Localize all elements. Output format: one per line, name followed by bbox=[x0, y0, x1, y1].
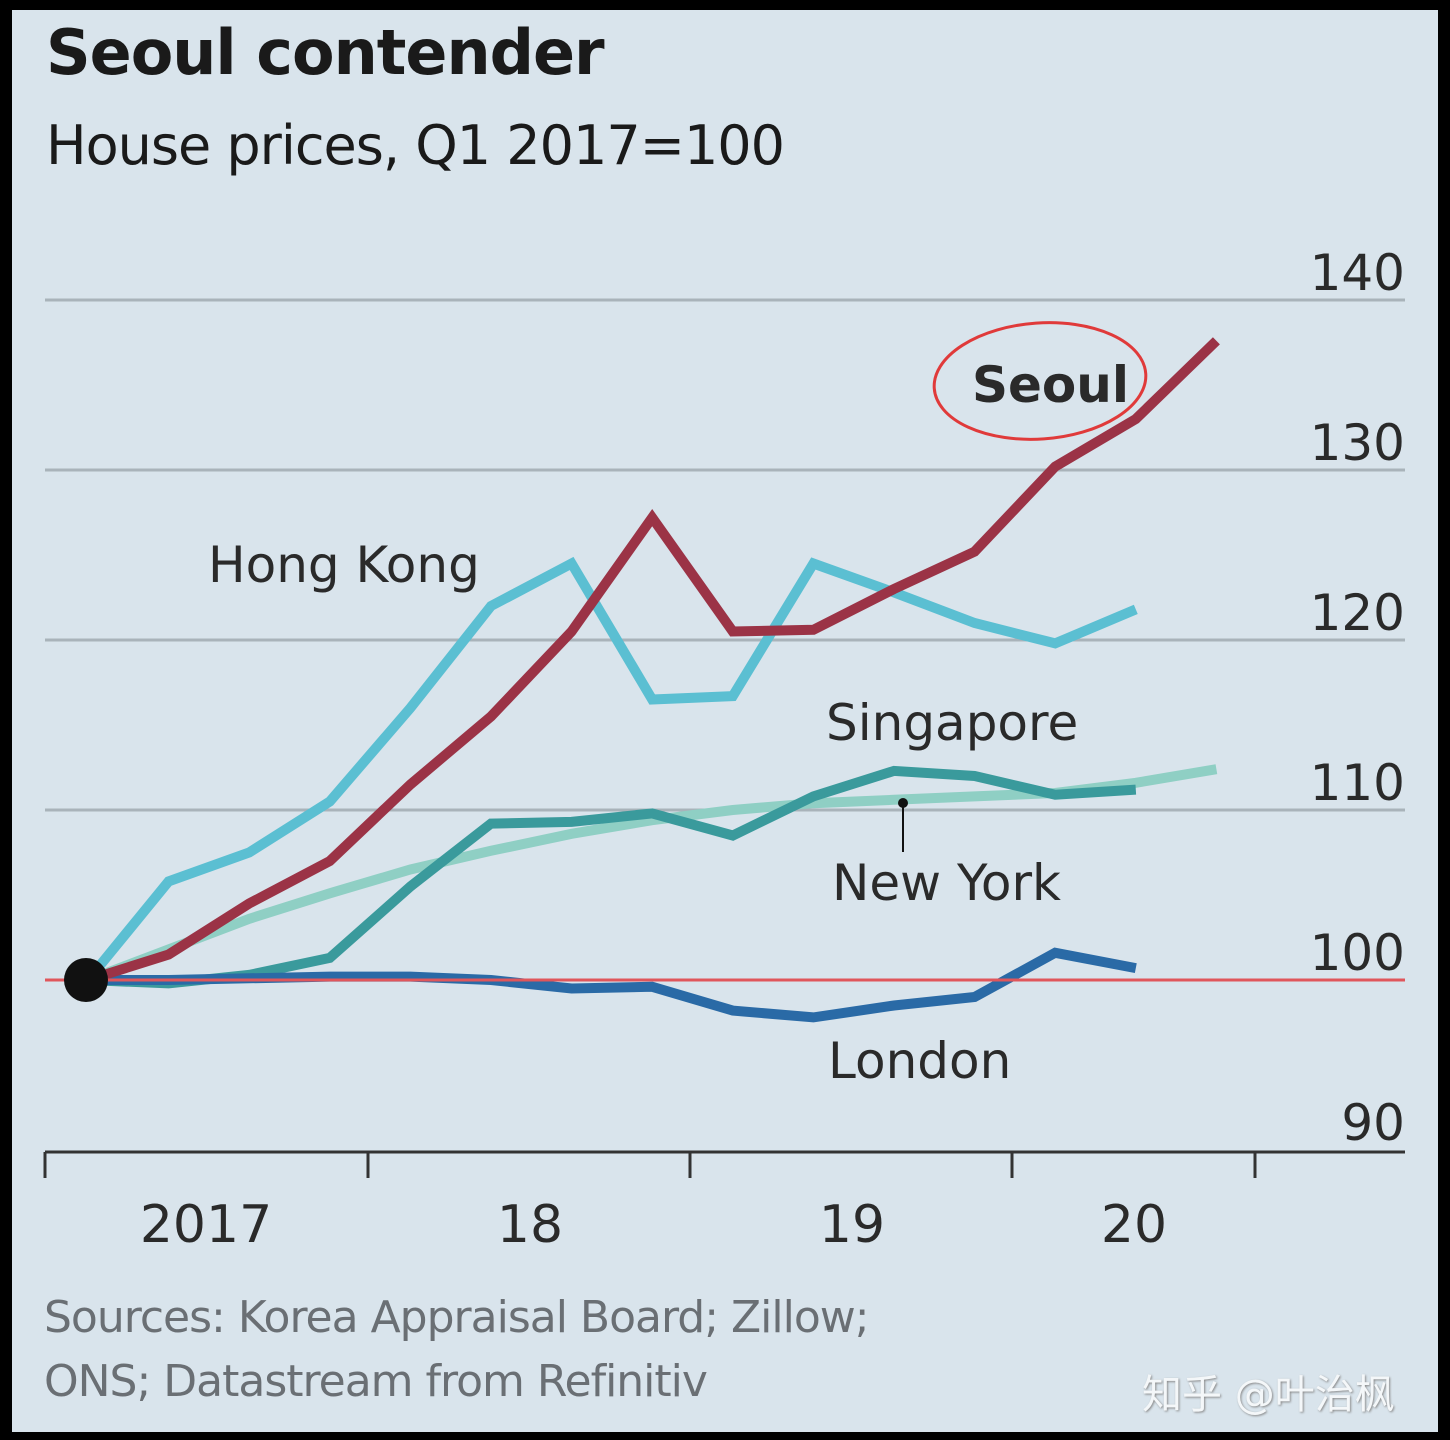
label-london: London bbox=[828, 1032, 1011, 1090]
chart-subtitle: House prices, Q1 2017=100 bbox=[46, 114, 785, 177]
y-tick-label: 130 bbox=[1310, 414, 1405, 472]
x-tick-label: 2017 bbox=[140, 1195, 272, 1255]
label-new-york: New York bbox=[832, 854, 1061, 912]
x-tick-label: 19 bbox=[819, 1195, 885, 1255]
y-tick-label: 140 bbox=[1310, 244, 1405, 302]
label-seoul: Seoul bbox=[972, 356, 1129, 414]
y-tick-label: 110 bbox=[1310, 754, 1405, 812]
new-york-leader-dot bbox=[898, 798, 908, 808]
y-tick-label: 90 bbox=[1341, 1094, 1405, 1152]
series-line-hong-kong bbox=[84, 556, 1138, 984]
series-line-singapore bbox=[87, 765, 1137, 989]
y-tick-label: 100 bbox=[1310, 924, 1405, 982]
series-line-seoul bbox=[86, 337, 1220, 985]
x-tick-label: 20 bbox=[1101, 1195, 1167, 1255]
y-tick-label: 120 bbox=[1310, 584, 1405, 642]
watermark: 知乎 @叶治枫 bbox=[1142, 1372, 1395, 1418]
seoul-circle-annotation bbox=[932, 321, 1148, 441]
series-line-new-york bbox=[86, 764, 1218, 985]
chart-title: Seoul contender bbox=[46, 16, 605, 89]
x-tick-label: 18 bbox=[497, 1195, 563, 1255]
series-line-london bbox=[88, 947, 1137, 1023]
chart-panel: Seoul contender House prices, Q1 2017=10… bbox=[12, 10, 1438, 1432]
label-singapore: Singapore bbox=[826, 694, 1078, 752]
source-line-1: Sources: Korea Appraisal Board; Zillow; bbox=[44, 1292, 870, 1343]
label-hong-kong: Hong Kong bbox=[208, 536, 480, 594]
source-line-2: ONS; Datastream from Refinitiv bbox=[44, 1356, 708, 1407]
origin-dot bbox=[64, 958, 108, 1002]
